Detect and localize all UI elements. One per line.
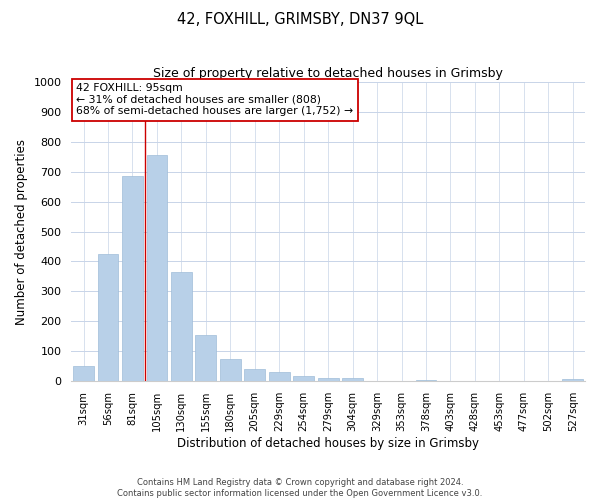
Bar xyxy=(196,336,216,382)
Text: 42, FOXHILL, GRIMSBY, DN37 9QL: 42, FOXHILL, GRIMSBY, DN37 9QL xyxy=(177,12,423,28)
X-axis label: Distribution of detached houses by size in Grimsby: Distribution of detached houses by size … xyxy=(177,437,479,450)
Bar xyxy=(98,254,118,382)
Bar xyxy=(318,378,338,382)
Bar xyxy=(244,370,265,382)
Bar xyxy=(122,176,143,382)
Bar xyxy=(171,272,192,382)
Bar xyxy=(269,372,290,382)
Bar xyxy=(416,380,436,382)
Title: Size of property relative to detached houses in Grimsby: Size of property relative to detached ho… xyxy=(153,68,503,80)
Bar xyxy=(562,379,583,382)
Y-axis label: Number of detached properties: Number of detached properties xyxy=(15,138,28,324)
Bar xyxy=(342,378,363,382)
Bar xyxy=(293,376,314,382)
Bar xyxy=(146,155,167,382)
Text: Contains HM Land Registry data © Crown copyright and database right 2024.
Contai: Contains HM Land Registry data © Crown c… xyxy=(118,478,482,498)
Text: 42 FOXHILL: 95sqm
← 31% of detached houses are smaller (808)
68% of semi-detache: 42 FOXHILL: 95sqm ← 31% of detached hous… xyxy=(76,83,353,116)
Bar xyxy=(73,366,94,382)
Bar xyxy=(220,359,241,382)
